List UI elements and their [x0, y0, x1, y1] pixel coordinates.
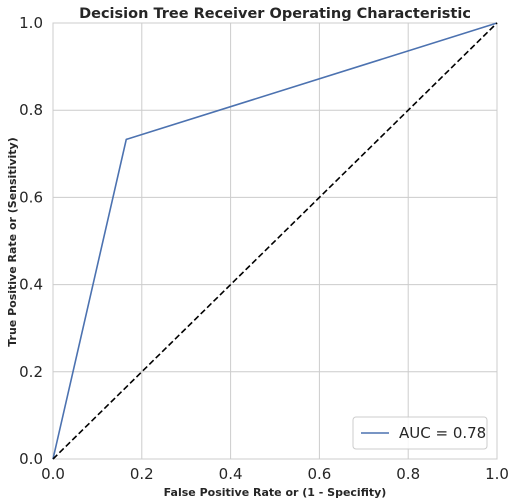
- chance-diagonal-line: [52, 22, 498, 460]
- y-axis-label: True Positive Rate or (Sensitivity): [6, 137, 19, 347]
- x-tick-label: 0.6: [307, 465, 331, 483]
- legend-label: AUC = 0.78: [399, 424, 486, 442]
- legend: AUC = 0.78: [352, 416, 488, 450]
- y-tick-label: 0.6: [19, 188, 43, 206]
- legend-box: [352, 416, 488, 450]
- y-tick-label: 0.4: [19, 276, 43, 294]
- series-layer: [52, 22, 498, 460]
- y-tick-label: 1.0: [19, 14, 43, 32]
- grid: [52, 22, 498, 460]
- x-tick-label: 0.4: [219, 465, 243, 483]
- plot-frame: [52, 22, 498, 460]
- x-tick-labels: 0.0 0.2 0.4 0.6 0.8 1.0: [41, 465, 509, 483]
- y-tick-labels: 0.0 0.2 0.4 0.6 0.8 1.0: [19, 14, 43, 468]
- x-tick-label: 0.0: [41, 465, 65, 483]
- chart-title: Decision Tree Receiver Operating Charact…: [79, 6, 471, 22]
- roc-curve-line: [52, 22, 498, 460]
- y-tick-label: 0.8: [19, 101, 43, 119]
- x-tick-label: 0.2: [130, 465, 154, 483]
- y-tick-label: 0.2: [19, 363, 43, 381]
- x-tick-label: 1.0: [485, 465, 509, 483]
- y-tick-label: 0.0: [19, 450, 43, 468]
- x-axis-label: False Positive Rate or (1 - Specifity): [164, 486, 387, 499]
- x-tick-label: 0.8: [396, 465, 420, 483]
